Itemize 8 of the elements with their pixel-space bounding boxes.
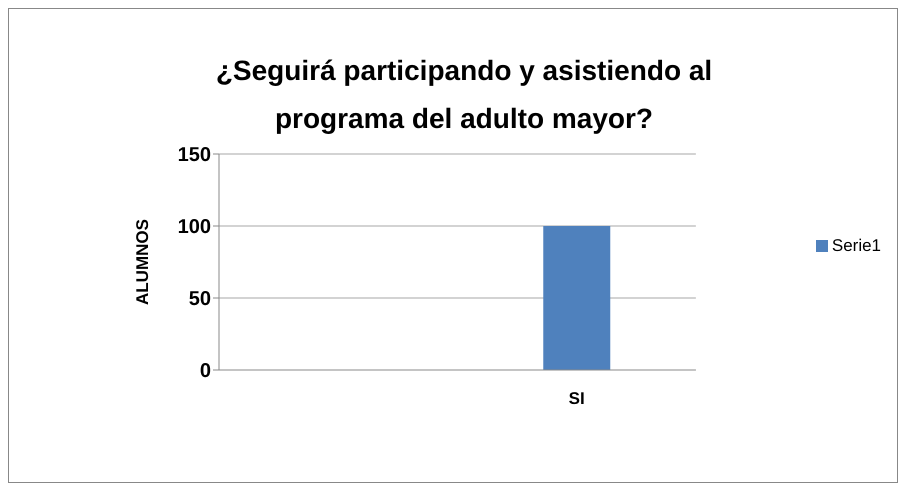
y-axis-title: ALUMNOS [133,219,152,305]
y-tick-label: 150 [178,144,211,166]
chart-title: ¿Seguirá participando y asistiendo al programa del adulto mayor? [214,54,714,136]
y-tick-label: 100 [178,216,211,238]
y-tick-label: 0 [200,360,211,382]
y-tick-label: 50 [188,288,211,310]
legend-label: Serie1 [832,236,881,254]
x-tick-label: SI [568,389,585,408]
